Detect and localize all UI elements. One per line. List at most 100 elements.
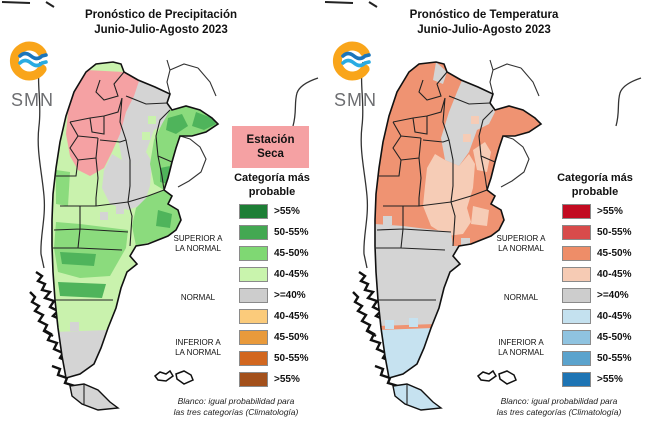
- border-fragment: [1, 1, 55, 8]
- side-label-superior: SUPERIOR A LA NORMAL: [485, 234, 557, 255]
- map-zone-dry-season: [66, 70, 140, 176]
- legend-title: Categoría más probable: [545, 172, 645, 200]
- legend-row-label: >=40%: [597, 289, 629, 301]
- malvinas-islands: [153, 369, 194, 385]
- brazil-coast-fragment: [292, 77, 319, 127]
- map-zone: [92, 320, 101, 329]
- legend-row: 50-55%: [562, 350, 631, 366]
- footnote-line2: las tres categorías (Climatología): [496, 407, 622, 418]
- legend-row: 45-50%: [562, 329, 632, 345]
- legend-row-label: 40-45%: [274, 310, 309, 322]
- side-label-text: SUPERIOR A: [496, 234, 546, 243]
- brazil-coast-fragment: [615, 77, 642, 127]
- legend-title-line2: probable: [571, 185, 619, 198]
- legend-row: 40-45%: [562, 266, 632, 282]
- legend-swatch: [239, 371, 268, 387]
- argentina-outline: [51, 61, 220, 380]
- legend-row: 45-50%: [239, 329, 308, 345]
- legend-row: 40-45%: [562, 308, 632, 324]
- map-zone: [156, 210, 172, 228]
- title-line1: Pronóstico de Temperatura: [409, 9, 559, 21]
- panel-temperature: Pronóstico de Temperatura Junio-Julio-Ag…: [323, 0, 645, 432]
- side-label-text: NORMAL: [503, 293, 539, 302]
- title-line1: Pronóstico de Precipitación: [84, 9, 238, 21]
- tierra-del-fuego: [392, 383, 443, 411]
- paraguay-border: [166, 59, 217, 97]
- side-label-superior: SUPERIOR A LA NORMAL: [162, 234, 234, 255]
- legend-swatch: [239, 224, 268, 240]
- side-label-text: LA NORMAL: [498, 244, 544, 254]
- side-label-normal: NORMAL: [485, 293, 557, 303]
- legend-row-label: >55%: [274, 205, 300, 217]
- legend-row: 50-55%: [239, 350, 308, 366]
- argentina-outline: [374, 61, 543, 380]
- map-zone: [70, 322, 79, 331]
- legend-swatch: [562, 287, 591, 303]
- legend-swatch: [239, 350, 268, 366]
- legend-title-line1: Categoría más: [557, 172, 633, 184]
- province-borders: [53, 71, 173, 301]
- dry-season-line1: Estación: [246, 133, 295, 146]
- legend-row: 45-50%: [562, 245, 632, 261]
- map-zone: [60, 252, 96, 266]
- tierra-del-fuego: [69, 383, 120, 411]
- map-zone: [383, 216, 392, 225]
- side-label-inferior: INFERIOR A LA NORMAL: [485, 338, 557, 359]
- footnote-line2: las tres categorías (Climatología): [173, 407, 299, 418]
- smn-logo: SMN: [8, 40, 72, 111]
- legend-swatch: [239, 266, 268, 282]
- map-zone: [100, 212, 108, 220]
- title-line2: Junio-Julio-Agosto 2023: [417, 23, 551, 36]
- legend-swatch: [562, 329, 591, 345]
- legend-row: 50-55%: [239, 224, 309, 240]
- legend-row: >55%: [562, 203, 631, 219]
- legend-row: 40-45%: [239, 266, 308, 282]
- map-zone: [471, 206, 489, 226]
- legend-swatch: [239, 245, 268, 261]
- side-label-normal: NORMAL: [162, 293, 234, 303]
- smn-logo-text: SMN: [11, 90, 54, 110]
- map-zone: [116, 206, 124, 214]
- map-zone: [433, 62, 447, 84]
- legend-row-label: >55%: [597, 205, 623, 217]
- legend-row: >55%: [239, 203, 308, 219]
- legend-swatch: [239, 203, 268, 219]
- legend-row-label: 50-55%: [274, 226, 309, 238]
- uruguay-border: [176, 134, 207, 188]
- legend-row: 45-50%: [239, 245, 309, 261]
- title-line2: Junio-Julio-Agosto 2023: [94, 23, 228, 36]
- side-label-text: LA NORMAL: [175, 348, 221, 358]
- map-zone-gray-center: [102, 152, 152, 210]
- side-label-text: LA NORMAL: [498, 348, 544, 358]
- paraguay-border: [489, 59, 540, 97]
- legend-swatch: [562, 371, 591, 387]
- legend-row: >55%: [239, 371, 308, 387]
- panel-precipitation: Pronóstico de Precipitación Junio-Julio-…: [0, 0, 322, 432]
- footnote: Blanco: igual probabilidad para las tres…: [473, 396, 645, 419]
- legend-swatch: [562, 350, 591, 366]
- footnote: Blanco: igual probabilidad para las tres…: [150, 396, 322, 419]
- legend-row-label: 40-45%: [597, 310, 632, 322]
- legend-row-label: 45-50%: [274, 247, 309, 259]
- map-zone: [385, 320, 394, 329]
- map-zone: [192, 112, 216, 130]
- map-zone-lightblue-south: [377, 328, 433, 378]
- legend-row-label: 50-55%: [597, 226, 632, 238]
- uruguay-border: [499, 134, 530, 188]
- legend-swatch: [239, 308, 268, 324]
- legend-row-label: 40-45%: [597, 268, 632, 280]
- legend-row-label: 45-50%: [597, 331, 632, 343]
- footnote-line1: Blanco: igual probabilidad para: [177, 396, 295, 406]
- side-label-text: LA NORMAL: [175, 244, 221, 254]
- side-label-text: NORMAL: [180, 293, 216, 302]
- side-label-text: INFERIOR A: [498, 338, 544, 347]
- map-argentina-precipitation: [1, 1, 319, 411]
- dry-season-line2: Seca: [257, 148, 284, 160]
- map-zone-buenos-aires: [132, 190, 181, 246]
- legend-swatch: [562, 266, 591, 282]
- legend-row: 40-45%: [239, 308, 309, 324]
- legend-row-label: 45-50%: [597, 247, 632, 259]
- smn-logo: SMN: [331, 40, 395, 111]
- legend-row: >=40%: [562, 287, 631, 303]
